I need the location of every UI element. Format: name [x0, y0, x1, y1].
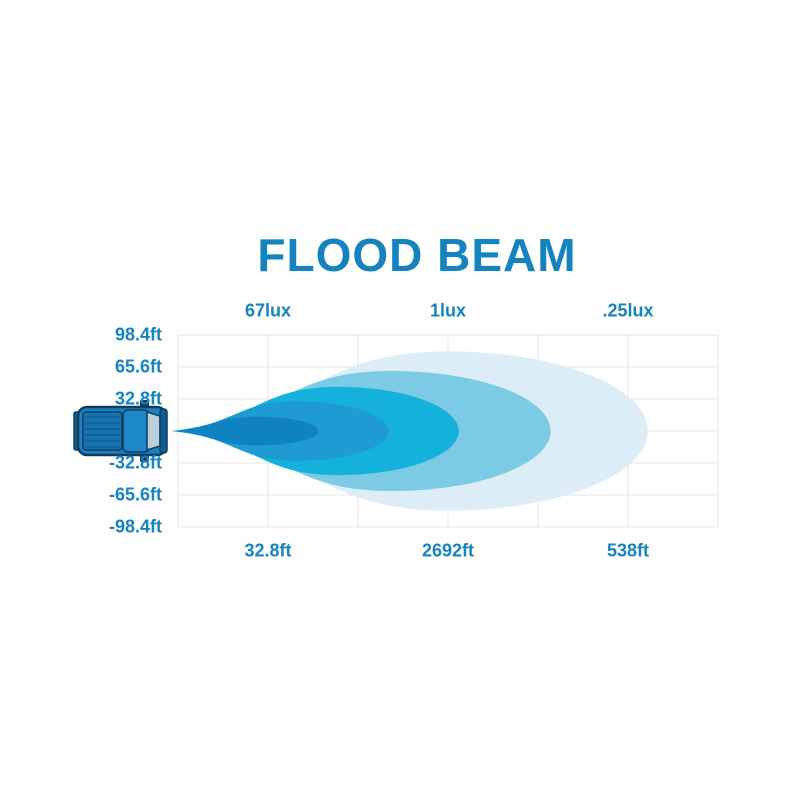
left-axis-label-ft: -32.8ft [108, 452, 162, 473]
left-axis-label-ft: -65.6ft [108, 484, 162, 505]
diagram-title: FLOOD BEAM [257, 229, 577, 281]
left-axis-label-ft: 65.6ft [114, 356, 162, 377]
truck-front-bumper [159, 408, 168, 454]
truck-windshield [146, 410, 161, 452]
bottom-axis-label-ft: 538ft [606, 540, 650, 561]
left-axis-label-ft: -98.4ft [108, 516, 162, 537]
truck-icon [73, 400, 168, 462]
bottom-axis-label-ft: 2692ft [421, 540, 475, 561]
left-axis-label-ft: 98.4ft [114, 324, 162, 345]
bottom-axis-label-ft: 32.8ft [244, 540, 292, 561]
top-axis-label-lux: .25lux [602, 300, 654, 321]
truck-cab-roof [122, 409, 150, 453]
top-axis-label-lux: 67lux [244, 300, 292, 321]
truck-bed-ribs [85, 416, 120, 448]
beam-level-hot-spot [172, 416, 319, 446]
top-axis-label-lux: 1lux [429, 300, 467, 321]
left-axis-label-ft: 32.8ft [114, 388, 162, 409]
beam-contours [172, 351, 648, 511]
